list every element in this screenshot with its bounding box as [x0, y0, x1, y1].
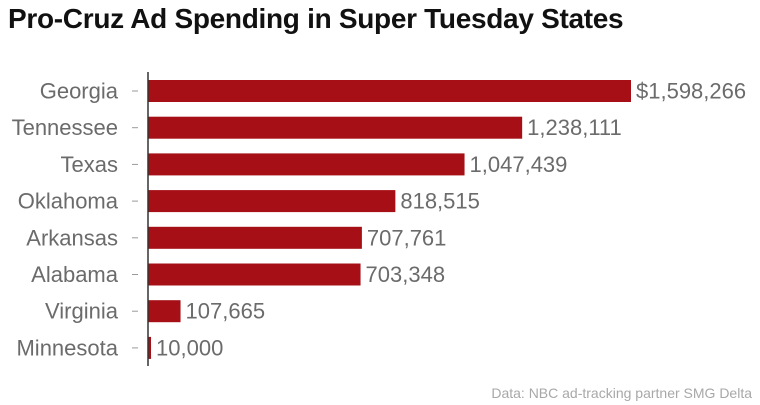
category-label: Arkansas — [26, 225, 118, 250]
value-label: 818,515 — [400, 189, 480, 214]
category-label: Alabama — [31, 262, 119, 287]
category-label: Georgia — [40, 79, 119, 104]
value-label: 10,000 — [156, 335, 223, 360]
chart-title: Pro-Cruz Ad Spending in Super Tuesday St… — [8, 3, 624, 34]
category-label: Texas — [61, 152, 118, 177]
value-label: 707,761 — [367, 225, 447, 250]
bar — [148, 153, 465, 176]
value-label: 1,047,439 — [470, 152, 568, 177]
category-label: Minnesota — [16, 335, 118, 360]
bar — [148, 80, 631, 102]
bar — [148, 226, 362, 249]
value-label: $1,598,266 — [636, 79, 746, 104]
bar — [148, 336, 152, 359]
bars-layer: Georgia $1,598,266 Tennessee 1,238,111 Texas… — [12, 79, 747, 361]
value-label: 703,348 — [366, 262, 446, 287]
category-label: Virginia — [45, 299, 119, 324]
bar — [148, 190, 396, 213]
bar — [148, 300, 181, 323]
category-label: Oklahoma — [18, 189, 119, 214]
value-label: 1,238,111 — [527, 115, 622, 140]
source-note: Data: NBC ad-tracking partner SMG Delta — [491, 385, 752, 401]
value-label: 107,665 — [186, 299, 266, 324]
bar — [148, 116, 523, 139]
bar — [148, 263, 361, 286]
category-label: Tennessee — [12, 115, 118, 140]
